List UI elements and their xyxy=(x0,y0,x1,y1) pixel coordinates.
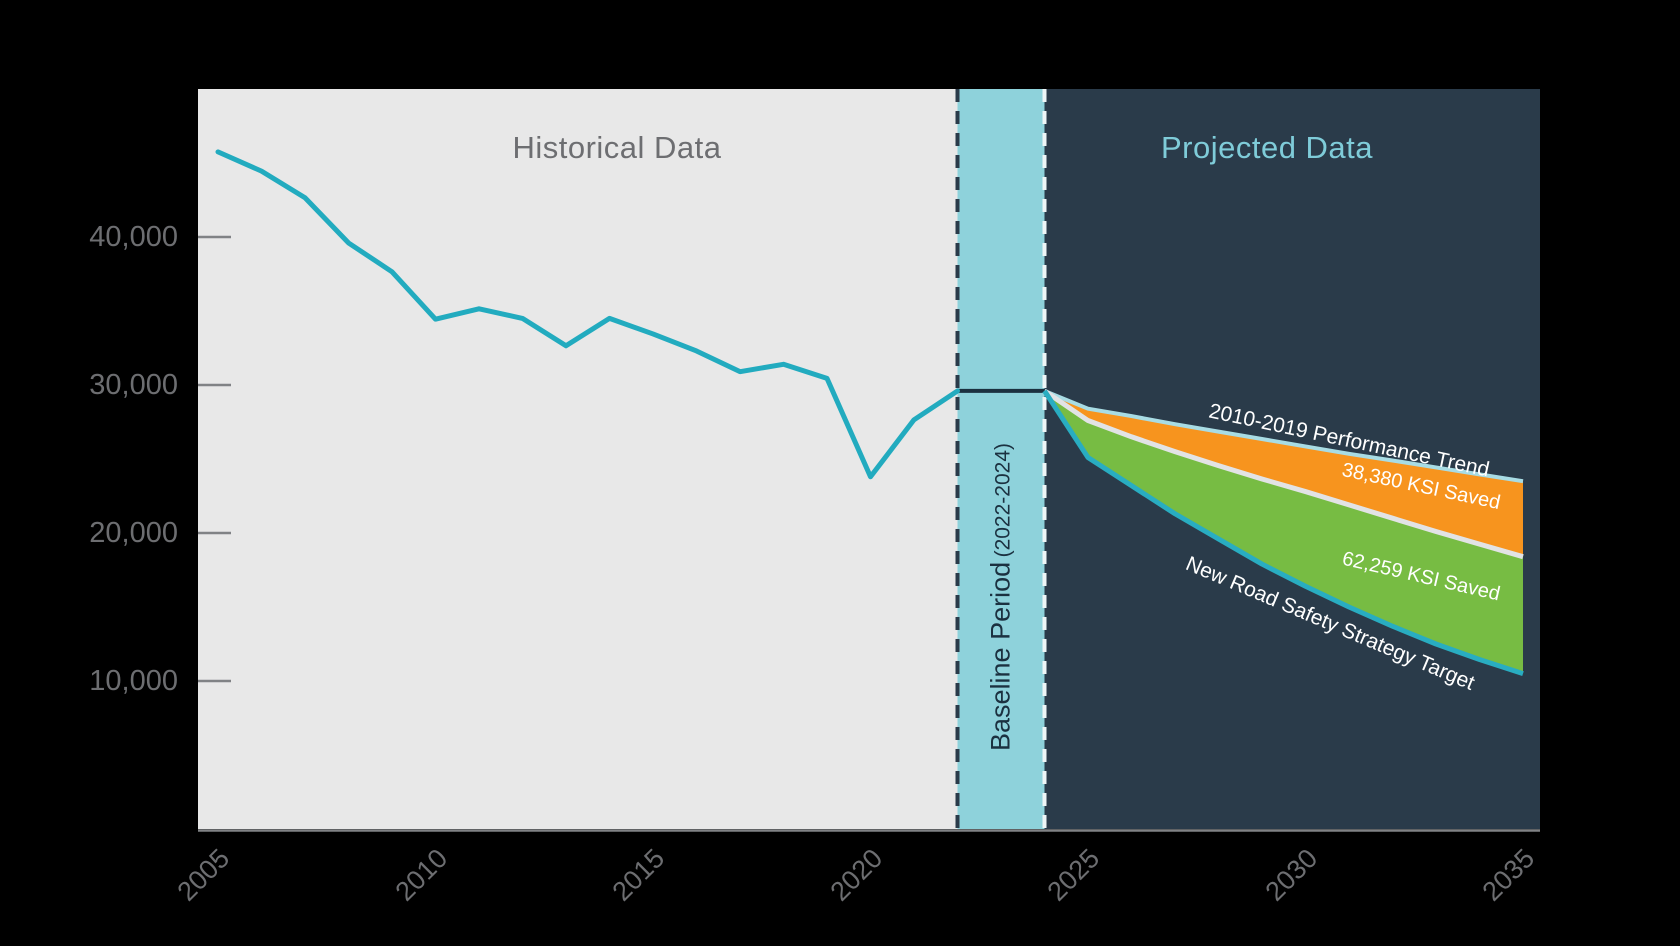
y-tick-label: 20,000 xyxy=(89,517,178,549)
y-tick-label: 10,000 xyxy=(89,665,178,697)
historical-ksi-line xyxy=(215,149,960,480)
ksi-saved-green-area xyxy=(1044,390,1523,674)
baseline-period-label-years: (2022-2024) xyxy=(991,443,1015,558)
performance-trend-line xyxy=(1043,389,1524,484)
mid-boundary-line xyxy=(1043,388,1524,560)
strategy-target-line xyxy=(1042,389,1524,676)
historical-data-title: Historical Data xyxy=(512,130,722,165)
baseline-period-label: Baseline Period (2022-2024) xyxy=(986,443,1017,751)
projected-data-title: Projected Data xyxy=(1160,130,1374,165)
baseline-period-label-main: Baseline Period xyxy=(985,561,1016,751)
historical-region xyxy=(198,89,958,829)
ksi-saved-orange-area xyxy=(1044,390,1523,557)
y-tick-label: 40,000 xyxy=(89,221,178,253)
y-tick-label: 30,000 xyxy=(89,369,178,401)
baseline-period-band xyxy=(957,89,1045,829)
